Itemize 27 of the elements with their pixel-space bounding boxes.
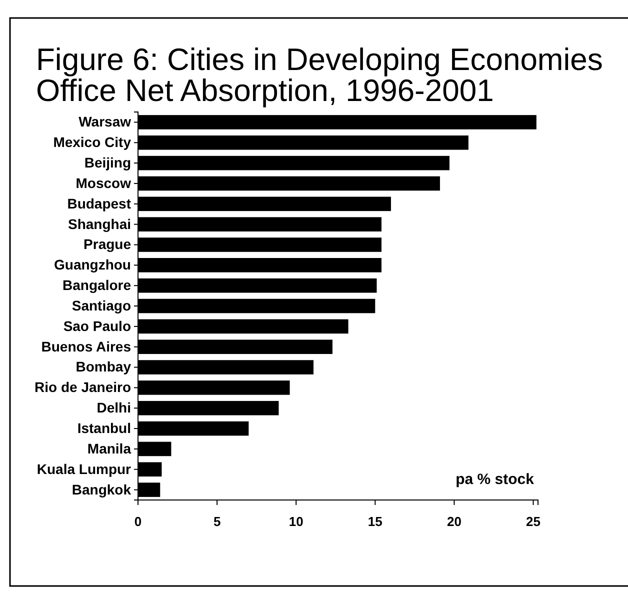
y-tick-label: Warsaw — [78, 114, 132, 130]
y-tick-label: Istanbul — [77, 420, 131, 436]
x-tick-label: 20 — [446, 514, 462, 530]
annotation: pa % stock — [456, 471, 535, 488]
y-tick-label: Rio de Janeiro — [34, 379, 131, 396]
x-tick-label: 15 — [368, 514, 382, 530]
y-tick-label: Bombay — [76, 358, 132, 375]
y-tick-label: Buenos Aires — [41, 338, 132, 354]
x-tick-label: 25 — [526, 514, 540, 530]
y-tick-label: Bangalore — [62, 277, 132, 294]
y-tick-label: Beijing — [84, 154, 131, 171]
y-tick-label: Budapest — [67, 195, 132, 212]
y-tick-label: Bangkok — [72, 481, 132, 498]
y-tick-label: Kuala Lumpur — [36, 460, 132, 477]
y-tick-label: Mexico City — [53, 134, 132, 150]
y-tick-label: Moscow — [76, 174, 132, 191]
y-tick-label: Guangzhou — [54, 256, 131, 273]
y-tick-label: Santiago — [72, 297, 131, 314]
x-tick-label: 5 — [213, 514, 221, 530]
y-tick-label: Manila — [87, 440, 132, 456]
x-tick-label: 0 — [134, 514, 142, 530]
chart-title: Figure 6: Cities in Developing Economies Office Net Absorption, 1996-2001 — [36, 42, 603, 108]
y-tick-label: Prague — [84, 236, 132, 252]
y-tick-label: Sao Paulo — [63, 318, 131, 334]
x-tick-label: 10 — [288, 514, 304, 530]
y-tick-label: Delhi — [96, 400, 131, 416]
y-tick-label: Shanghai — [68, 216, 131, 232]
